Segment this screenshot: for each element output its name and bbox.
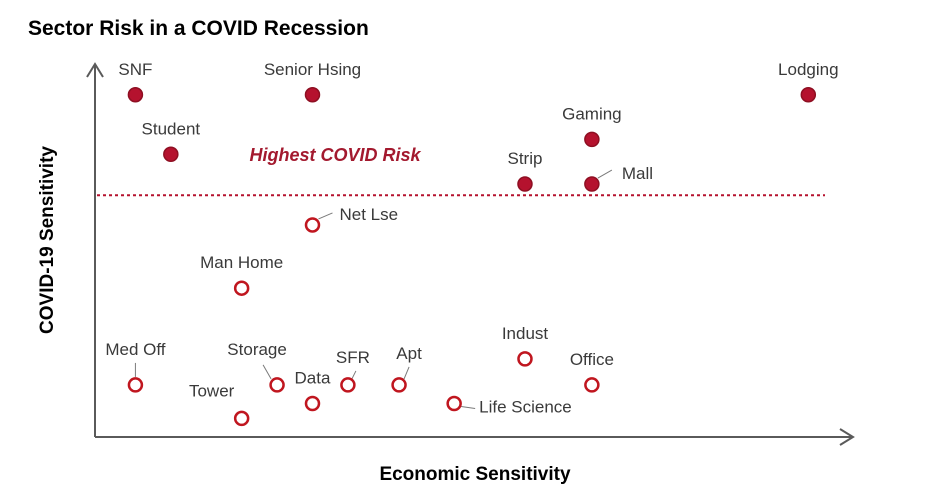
leader-line-mall bbox=[597, 169, 613, 179]
label-office: Office bbox=[570, 350, 614, 369]
label-snf: SNF bbox=[118, 60, 152, 79]
point-man-home bbox=[233, 280, 250, 296]
label-senior-hsing: Senior Hsing bbox=[264, 60, 361, 79]
chart-title: Sector Risk in a COVID Recession bbox=[28, 17, 369, 40]
x-axis-label: Economic Sensitivity bbox=[379, 464, 571, 485]
point-office bbox=[584, 377, 600, 393]
point-mall bbox=[584, 176, 600, 192]
label-lodging: Lodging bbox=[778, 60, 839, 79]
point-sfr bbox=[340, 377, 356, 393]
label-net-lse: Net Lse bbox=[339, 205, 398, 224]
point-strip bbox=[517, 176, 533, 192]
label-life-science: Life Science bbox=[479, 398, 572, 417]
point-student bbox=[163, 146, 179, 163]
label-gaming: Gaming bbox=[562, 104, 622, 123]
point-net-lse bbox=[304, 217, 321, 233]
label-indust: Indust bbox=[502, 324, 549, 343]
highest-covid-risk-annotation: Highest COVID Risk bbox=[249, 145, 421, 165]
y-axis-label: COVID-19 Sensitivity bbox=[37, 146, 58, 334]
leader-line-sfr bbox=[351, 370, 357, 380]
point-life-science bbox=[446, 395, 462, 412]
leader-line-net-lse bbox=[318, 212, 333, 220]
label-man-home: Man Home bbox=[200, 253, 283, 272]
leader-lines bbox=[134, 169, 613, 410]
point-med-off bbox=[127, 377, 144, 393]
leader-line-apt bbox=[403, 366, 410, 380]
y-axis bbox=[86, 62, 104, 437]
label-sfr: SFR bbox=[336, 348, 370, 367]
point-snf bbox=[127, 87, 144, 103]
label-med-off: Med Off bbox=[105, 340, 165, 359]
point-storage bbox=[269, 377, 285, 393]
label-data: Data bbox=[295, 369, 331, 388]
point-indust bbox=[517, 351, 533, 367]
label-strip: Strip bbox=[507, 149, 542, 168]
point-lodging bbox=[800, 87, 817, 103]
label-mall: Mall bbox=[622, 164, 653, 183]
point-senior-hsing bbox=[304, 87, 321, 103]
point-apt bbox=[391, 377, 407, 393]
leader-line-life-science bbox=[461, 406, 476, 410]
point-data bbox=[304, 395, 321, 412]
point-gaming bbox=[584, 131, 600, 148]
leader-line-storage bbox=[262, 364, 272, 380]
x-axis bbox=[95, 428, 855, 446]
label-student: Student bbox=[142, 119, 201, 138]
label-storage: Storage bbox=[227, 340, 287, 359]
data-points bbox=[127, 87, 817, 427]
label-tower: Tower bbox=[189, 381, 235, 400]
label-apt: Apt bbox=[396, 344, 422, 363]
data-labels: SNF Senior Hsing Lodging Student Gaming Strip… bbox=[105, 60, 838, 417]
point-tower bbox=[233, 410, 250, 427]
